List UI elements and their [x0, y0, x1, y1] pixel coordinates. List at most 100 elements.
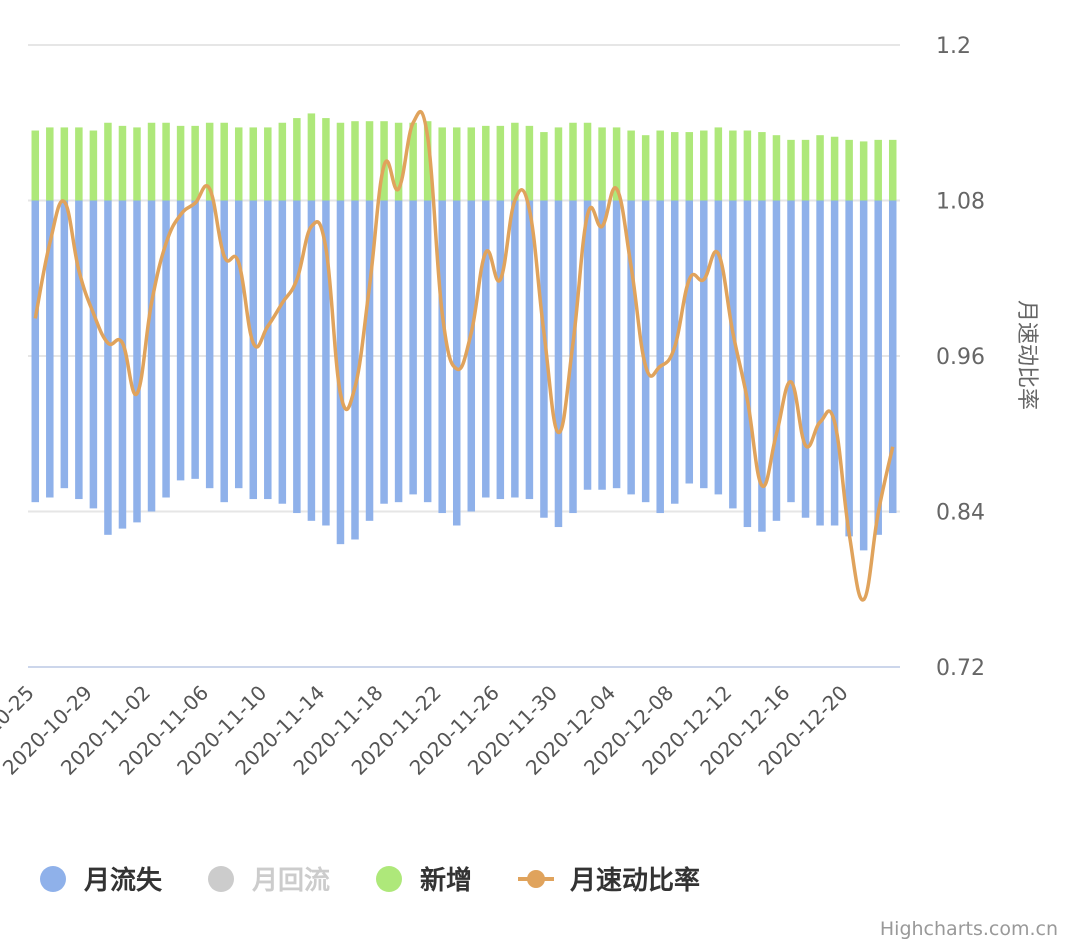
bar-new [598, 127, 606, 201]
bar-new [118, 125, 127, 201]
bar-loss [394, 200, 403, 503]
bar-new [351, 121, 359, 201]
bar-new [394, 122, 403, 201]
bar-loss [641, 200, 650, 503]
bar-new [89, 130, 98, 201]
legend-line-marker-icon [518, 869, 555, 888]
bar-loss [234, 200, 243, 489]
bar-loss [46, 200, 54, 498]
bar-loss [380, 200, 388, 504]
bar-new [656, 130, 664, 201]
bar-new [714, 127, 723, 201]
bar-new [467, 127, 476, 201]
bar-loss [714, 200, 723, 495]
bar-new [540, 132, 548, 201]
bar-loss [264, 200, 272, 500]
bar-loss [612, 200, 621, 489]
bar-loss [423, 200, 432, 503]
bar-loss [540, 200, 548, 518]
legend-item-new[interactable]: 新增 [376, 860, 472, 897]
bar-loss [801, 200, 810, 518]
bar-new [191, 125, 199, 201]
bar-new [75, 127, 83, 201]
bar-loss [205, 200, 214, 489]
bar-loss [554, 200, 563, 528]
bar-new [554, 127, 563, 201]
bar-loss [438, 200, 446, 514]
legend-label: 月速动比率 [570, 866, 701, 896]
bar-new [685, 132, 694, 201]
bar-new [322, 118, 330, 201]
bar-new [380, 121, 388, 201]
bar-new [787, 139, 795, 201]
y-tick-label: 1.08 [936, 190, 985, 215]
bar-new [670, 132, 679, 201]
bar-loss [60, 200, 69, 489]
bar-loss [351, 200, 359, 540]
legend-dot-icon [208, 865, 235, 892]
bar-loss [511, 200, 519, 498]
bar-new [176, 125, 185, 201]
bar-loss [336, 200, 345, 545]
legend-label: 月回流 [252, 866, 331, 896]
bar-loss [758, 200, 766, 532]
bar-new [220, 122, 228, 201]
x-axis-labels: 2020-10-252020-10-292020-11-022020-11-06… [0, 681, 853, 780]
bar-loss [409, 200, 417, 495]
bar-loss [191, 200, 199, 479]
bar-new [830, 136, 839, 201]
line-series [33, 110, 895, 602]
bar-new [249, 127, 258, 201]
bar-loss [888, 200, 897, 514]
bar-new [816, 135, 824, 201]
bar-loss [743, 200, 752, 528]
bar-new [700, 130, 708, 201]
bar-loss [452, 200, 461, 526]
bar-new [423, 121, 432, 201]
legend-item-ratio[interactable]: 月速动比率 [518, 860, 700, 897]
bar-new [888, 139, 897, 201]
bar-new [801, 139, 810, 201]
legend-item-return[interactable]: 月回流 [208, 860, 330, 897]
bar-loss [482, 200, 490, 498]
bar-new [729, 130, 737, 201]
bar-loss [656, 200, 664, 514]
bar-loss [627, 200, 635, 495]
y-tick-label: 0.72 [936, 656, 985, 681]
bar-new [874, 139, 882, 201]
bar-loss [816, 200, 824, 526]
bar-new [336, 122, 345, 201]
bar-loss [118, 200, 127, 529]
bar-loss [31, 200, 40, 503]
bar-loss [278, 200, 287, 504]
bar-loss [293, 200, 301, 514]
bar-new [147, 122, 156, 201]
bar-new [133, 127, 141, 201]
bar-loss [598, 200, 606, 490]
y-tick-label: 1.2 [936, 34, 971, 59]
bar-new [859, 141, 868, 201]
bar-loss [772, 200, 781, 521]
bar-new [627, 130, 635, 201]
bar-new [758, 132, 766, 201]
bar-new [641, 135, 650, 201]
bar-new [511, 122, 519, 201]
bar-loss [583, 200, 592, 490]
bar-loss [104, 200, 112, 535]
legend-label: 月流失 [84, 866, 163, 896]
bar-loss [176, 200, 185, 481]
bar-loss [133, 200, 141, 523]
bar-loss [845, 200, 853, 537]
bar-loss [787, 200, 795, 503]
y-tick-label: 0.96 [936, 345, 985, 370]
credits-link[interactable]: Highcharts.com.cn [879, 918, 1058, 940]
bar-new [612, 127, 621, 201]
legend-dot-icon [40, 865, 66, 892]
bar-new [278, 122, 287, 201]
bar-new [409, 122, 417, 201]
bar-new [31, 130, 40, 201]
bar-new [162, 122, 170, 201]
legend-item-loss[interactable]: 月流失 [40, 860, 162, 897]
bar-new [569, 122, 577, 201]
bar-loss [700, 200, 708, 489]
